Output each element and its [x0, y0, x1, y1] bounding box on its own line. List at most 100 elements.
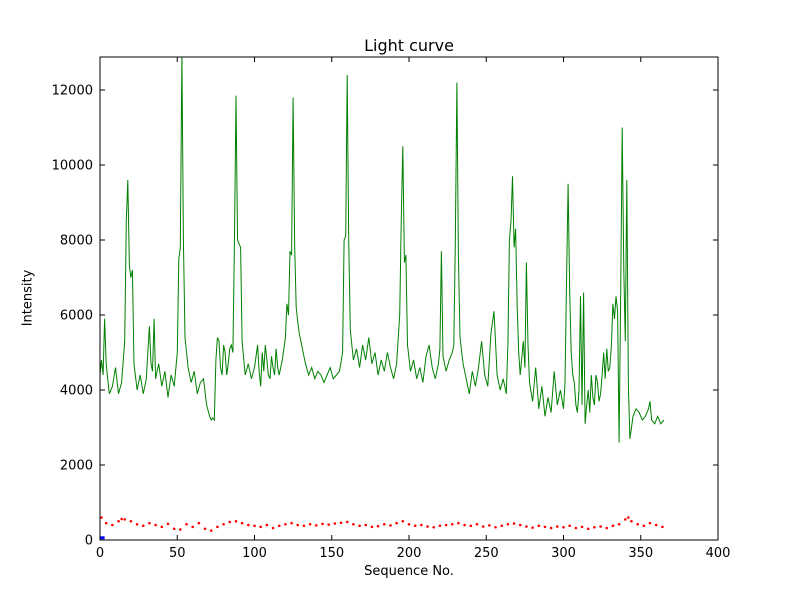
background-red-dots-point [395, 521, 398, 525]
y-tick-label: 2000 [60, 459, 93, 474]
background-red-dots-point [642, 524, 646, 528]
background-red-dots-point [191, 525, 194, 529]
x-tick-label: 150 [319, 546, 344, 561]
x-tick-label: 400 [706, 546, 731, 561]
background-red-dots-point [382, 522, 386, 526]
background-red-dots-point [100, 516, 103, 519]
x-tick-label: 200 [397, 546, 422, 561]
background-red-dots-point [450, 522, 454, 526]
background-red-dots-point [549, 526, 553, 530]
x-tick-label: 350 [628, 546, 653, 561]
background-red-dots-point [627, 516, 630, 519]
background-red-dots-point [333, 522, 337, 525]
background-red-dots-point [364, 523, 368, 527]
background-red-dots-point [197, 521, 201, 525]
background-red-dots-point [327, 523, 330, 526]
background-red-dots-point [135, 522, 139, 526]
background-red-dots-point [568, 524, 571, 528]
background-red-dots-point [376, 524, 380, 528]
x-axis-label: Sequence No. [364, 564, 454, 579]
background-red-dots-point [654, 523, 658, 527]
background-red-dots-point [413, 524, 417, 528]
x-tick-label: 300 [551, 546, 576, 561]
x-tick-label: 0 [96, 546, 104, 561]
background-red-dots-point [624, 518, 627, 521]
background-red-dots-point [345, 520, 349, 524]
background-red-dots-point [284, 522, 287, 526]
background-red-dots-point [537, 524, 541, 528]
background-red-dots-point [302, 524, 306, 528]
background-red-dots-point [661, 525, 664, 529]
background-red-dots-point [259, 525, 262, 529]
background-red-dots-point [179, 528, 182, 531]
background-red-dots-point [141, 524, 145, 528]
y-tick-label: 4000 [60, 384, 93, 399]
x-tick-label: 250 [474, 546, 499, 561]
background-red-dots-point [586, 527, 590, 531]
background-red-dots-point [457, 521, 460, 525]
x-tick-label: 50 [169, 546, 186, 561]
y-tick-label: 6000 [60, 309, 93, 324]
background-red-dots-point [277, 524, 281, 528]
background-red-dots-point [271, 526, 275, 530]
background-red-dots-point [432, 525, 436, 529]
y-tick-label: 10000 [52, 159, 93, 174]
background-red-dots-point [352, 522, 355, 526]
background-red-dots-point [222, 522, 225, 526]
intensity-green-line [100, 57, 665, 443]
background-red-dots-point [154, 523, 157, 527]
y-tick-label: 8000 [60, 234, 93, 249]
background-red-dots-point [580, 525, 584, 529]
background-red-dots-point [370, 525, 374, 529]
background-red-dots-point [104, 521, 108, 525]
background-red-dots-point [518, 523, 522, 527]
background-red-dots-point [117, 519, 120, 523]
background-red-dots-point [531, 526, 534, 529]
background-red-dots-point [234, 519, 238, 523]
background-red-dots-point [401, 519, 405, 523]
background-red-dots-point [512, 522, 516, 525]
background-red-dots-point [148, 521, 151, 525]
background-red-dots-point [123, 518, 127, 521]
background-red-dots-point [481, 525, 485, 528]
x-tick-label: 100 [242, 546, 267, 561]
background-red-dots-point [240, 521, 244, 525]
background-red-dots-point [543, 525, 547, 529]
y-tick-label: 0 [85, 534, 93, 549]
background-red-dots-point [172, 527, 176, 531]
background-red-dots-point [648, 521, 652, 525]
background-red-dots-point [506, 522, 510, 526]
background-red-dots-point [500, 524, 504, 528]
background-red-dots-point [253, 524, 256, 528]
background-red-dots-point [129, 519, 133, 523]
y-tick-label: 12000 [52, 84, 93, 99]
background-red-dots-point [308, 522, 312, 526]
background-red-dots-point [469, 524, 473, 528]
background-red-dots-point [228, 520, 232, 524]
background-red-dots-point [315, 524, 318, 527]
background-red-dots-point [593, 525, 596, 529]
background-red-dots-point [120, 517, 123, 521]
background-red-dots-point [611, 524, 615, 528]
background-red-dots-point [247, 523, 250, 527]
background-red-dots-point [556, 525, 559, 528]
background-red-dots-point [216, 525, 219, 529]
background-red-dots-point [321, 522, 324, 526]
background-red-dots-point [265, 523, 269, 527]
background-red-dots-point [339, 521, 343, 525]
background-red-dots-point [407, 522, 411, 526]
background-red-dots-point [438, 524, 442, 528]
background-red-dots-point [494, 525, 497, 529]
background-red-dots-point [488, 524, 491, 527]
background-red-dots-point [630, 519, 633, 523]
background-red-dots-point [636, 522, 639, 526]
background-red-dots-point [358, 524, 361, 528]
background-red-dots-point [203, 527, 207, 531]
background-red-dots-point [420, 523, 423, 527]
background-red-dots-point [562, 525, 565, 529]
background-red-dots-point [111, 523, 114, 527]
background-red-dots-point [296, 523, 300, 527]
background-red-dots-point [160, 525, 164, 529]
background-red-dots-point [426, 525, 429, 528]
